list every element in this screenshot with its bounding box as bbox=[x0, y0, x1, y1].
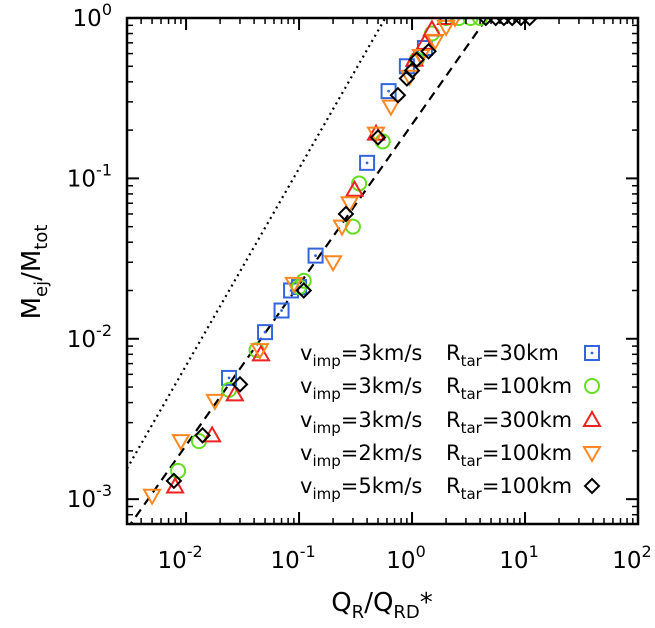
legend-marker-4 bbox=[582, 446, 602, 464]
series-4-point bbox=[411, 48, 431, 66]
series-4-point bbox=[366, 126, 386, 144]
dotted-reference-line bbox=[127, 18, 387, 470]
series-5-point bbox=[295, 282, 313, 299]
series-5-point bbox=[231, 375, 249, 393]
legend-entry-radius: Rtar=30km bbox=[446, 341, 559, 370]
legend-marker-5 bbox=[583, 477, 601, 495]
series-5-point bbox=[403, 62, 421, 80]
y-tick-label: 10-3 bbox=[67, 481, 112, 513]
series-4-point bbox=[381, 99, 401, 117]
series-1-point bbox=[380, 83, 397, 100]
series-5-point bbox=[512, 18, 530, 27]
series-1-point-dot bbox=[227, 376, 231, 380]
y-tick-label: 100 bbox=[73, 0, 112, 32]
series-5-point bbox=[495, 18, 513, 27]
series-5-point bbox=[337, 205, 355, 223]
x-tick-label: 100 bbox=[386, 542, 425, 574]
x-tick-label: 102 bbox=[612, 542, 651, 574]
series-1-point bbox=[257, 324, 274, 341]
series-5-point bbox=[408, 51, 426, 69]
legend-marker-1-dot bbox=[590, 351, 594, 355]
legend: vimp=3km/s Rtar=30km vimp=3km/s Rtar=100km v… bbox=[300, 341, 602, 503]
series-4-point bbox=[339, 196, 360, 214]
series-1-point bbox=[307, 247, 324, 264]
series-1-point-box bbox=[359, 154, 376, 171]
series-1-point-box bbox=[257, 324, 274, 341]
series-5-point bbox=[369, 129, 387, 146]
legend-marker-1 bbox=[584, 345, 600, 361]
series-3-point bbox=[344, 179, 365, 197]
series-2-point bbox=[450, 18, 467, 26]
series-4-point bbox=[425, 33, 445, 51]
legend-entry-radius: Rtar=100km bbox=[446, 441, 572, 470]
x-tick-label: 10-2 bbox=[157, 542, 202, 574]
legend-entry-velocity: vimp=2km/s bbox=[300, 441, 422, 470]
series-5-point bbox=[420, 42, 437, 60]
x-tick-label: 10-1 bbox=[270, 542, 315, 574]
series-4-point bbox=[332, 219, 352, 237]
series-1-point-dot bbox=[314, 254, 317, 258]
series-1-point-box bbox=[307, 247, 324, 264]
x-tick-label: 101 bbox=[499, 542, 538, 574]
legend-marker-2 bbox=[584, 378, 600, 394]
legend-entry-velocity: vimp=5km/s bbox=[300, 474, 422, 503]
series-1-point bbox=[221, 369, 238, 386]
series-5-point bbox=[503, 18, 521, 27]
plot-frame bbox=[125, 16, 640, 526]
legend-entry-velocity: vimp=3km/s bbox=[300, 374, 422, 403]
series-5-point bbox=[521, 18, 539, 27]
legend-entry-radius: Rtar=300km bbox=[446, 408, 572, 437]
series-1-point-box bbox=[221, 369, 238, 386]
series-4-point bbox=[284, 276, 304, 294]
legend-marker-1-box bbox=[584, 345, 600, 361]
series-5-point bbox=[477, 18, 495, 27]
series-4-point bbox=[250, 343, 270, 361]
x-axis-label: QR/QRD* bbox=[331, 588, 433, 623]
series-1-point bbox=[273, 302, 290, 319]
data-points bbox=[142, 18, 539, 506]
legend-entry-velocity: vimp=3km/s bbox=[300, 341, 422, 370]
series-2-point bbox=[295, 272, 312, 289]
y-axis-label: Mej/Mtot bbox=[17, 225, 52, 320]
series-2-point bbox=[462, 18, 479, 26]
series-5-point bbox=[487, 18, 505, 27]
series-5-point bbox=[165, 472, 183, 490]
series-5-point bbox=[194, 426, 211, 444]
series-4-point bbox=[171, 434, 191, 452]
series-4-point bbox=[323, 255, 343, 273]
axis-ticks: 10-2 10-1 100 101 102 10-3 10-2 10-1 100 bbox=[67, 0, 652, 574]
legend-marker-3 bbox=[582, 409, 602, 427]
legend-entry-radius: Rtar=100km bbox=[446, 374, 572, 403]
reference-lines bbox=[127, 18, 638, 524]
series-4-point bbox=[142, 488, 162, 506]
series-5-point bbox=[389, 86, 407, 104]
series-1-point-dot bbox=[387, 89, 390, 93]
series-4-point bbox=[205, 393, 225, 411]
series-1-point-dot bbox=[280, 309, 283, 312]
series-1-point-dot bbox=[365, 161, 369, 165]
legend-entry-radius: Rtar=100km bbox=[446, 474, 572, 503]
series-2-point bbox=[472, 18, 489, 26]
series-1-point-box bbox=[273, 302, 290, 319]
series-3-point bbox=[225, 384, 245, 402]
legend-entry-velocity: vimp=3km/s bbox=[300, 408, 422, 437]
y-tick-label: 10-2 bbox=[67, 321, 112, 353]
series-1-point-dot bbox=[263, 330, 267, 334]
y-tick-label: 10-1 bbox=[67, 160, 112, 192]
series-1-point bbox=[359, 154, 376, 171]
series-2-point bbox=[344, 218, 361, 235]
